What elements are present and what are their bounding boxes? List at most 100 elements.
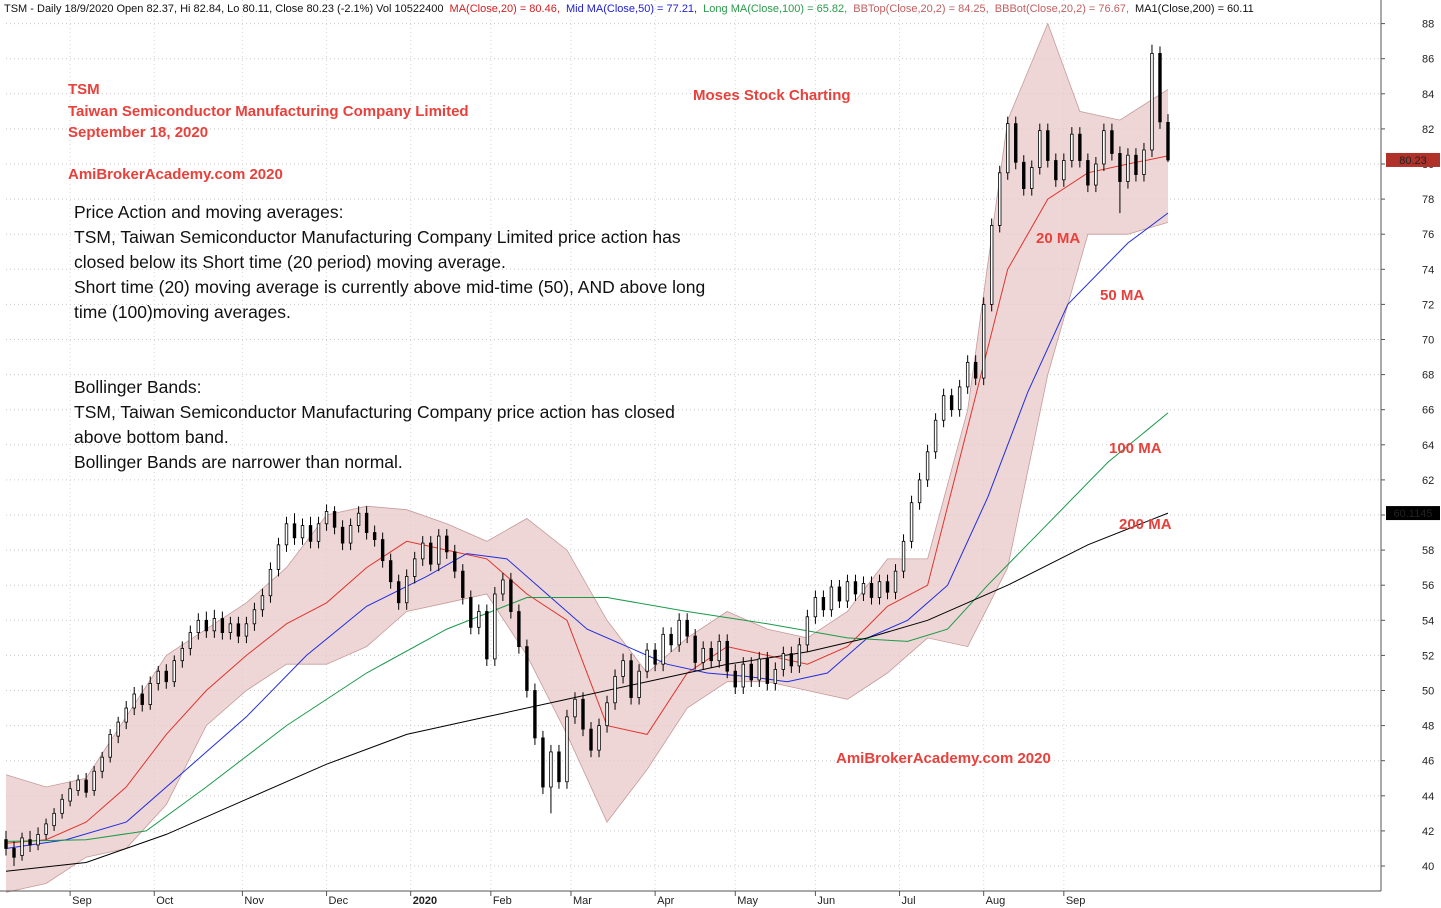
y-tick-label: 86 bbox=[1422, 54, 1434, 66]
y-tick-label: 88 bbox=[1422, 19, 1434, 31]
y-tick-label: 58 bbox=[1422, 545, 1434, 557]
candlestick bbox=[204, 611, 209, 638]
candlestick bbox=[156, 665, 160, 691]
candlestick bbox=[597, 718, 601, 758]
candlestick bbox=[797, 637, 802, 673]
candle-body bbox=[573, 698, 577, 718]
candle-body bbox=[1062, 160, 1066, 181]
candlestick bbox=[845, 574, 850, 609]
candle-body bbox=[853, 581, 858, 595]
candlestick bbox=[621, 653, 625, 684]
candle-body bbox=[180, 647, 185, 662]
candle-body bbox=[733, 670, 737, 688]
candle-body bbox=[108, 733, 112, 758]
candlestick bbox=[300, 518, 305, 545]
candlestick bbox=[557, 744, 561, 789]
annotation-site-bottom: AmiBrokerAcademy.com 2020 bbox=[836, 750, 1051, 767]
candlestick bbox=[485, 604, 489, 666]
candlestick bbox=[869, 576, 874, 605]
candle-body bbox=[845, 581, 850, 602]
candle-body bbox=[445, 535, 449, 553]
candlestick bbox=[781, 646, 786, 677]
candle-body bbox=[340, 526, 345, 544]
x-tick-label: Aug bbox=[986, 895, 1006, 907]
candlestick bbox=[725, 634, 729, 679]
candle-body bbox=[188, 632, 193, 649]
annotation-date: September 18, 2020 bbox=[68, 124, 208, 141]
y-tick-label: 76 bbox=[1422, 229, 1434, 241]
y-tick-label: 42 bbox=[1422, 826, 1434, 838]
candlestick bbox=[677, 613, 681, 652]
candle-body bbox=[981, 303, 986, 379]
candle-body bbox=[893, 570, 898, 593]
candlestick bbox=[276, 537, 281, 577]
candlestick bbox=[757, 651, 761, 687]
candle-body bbox=[244, 623, 249, 637]
candle-body bbox=[132, 693, 136, 709]
candlestick bbox=[1158, 46, 1162, 129]
header-long: Long MA(Close,100) = 65.82, bbox=[703, 3, 847, 15]
candle-body bbox=[709, 647, 713, 662]
price-axis: 4042444648505254565860626466687072747678… bbox=[1380, 0, 1440, 891]
candlestick bbox=[653, 643, 657, 672]
candle-body bbox=[1022, 161, 1026, 189]
candlestick bbox=[629, 653, 633, 705]
candlestick bbox=[172, 655, 176, 687]
candlestick bbox=[236, 616, 241, 644]
candle-body bbox=[837, 586, 842, 602]
candle-body bbox=[813, 597, 818, 618]
candlestick bbox=[837, 579, 842, 609]
y-tick-label: 40 bbox=[1422, 861, 1434, 873]
candlestick bbox=[893, 564, 898, 600]
y-tick-label: 64 bbox=[1422, 440, 1434, 452]
candlestick bbox=[92, 765, 96, 796]
candle-body bbox=[372, 532, 377, 540]
candle-body bbox=[669, 633, 673, 646]
candle-body bbox=[100, 756, 104, 772]
candlestick bbox=[188, 625, 193, 656]
candlestick bbox=[1006, 116, 1010, 180]
candlestick bbox=[1046, 123, 1050, 168]
candle-body bbox=[693, 635, 697, 663]
candle-body bbox=[300, 525, 305, 539]
candlestick bbox=[1086, 153, 1090, 193]
header-ma200: MA1(Close,200) = 60.11 bbox=[1135, 3, 1254, 15]
candlestick bbox=[437, 529, 441, 572]
header-ma20: MA(Close,20) = 80.46, bbox=[450, 3, 560, 15]
candle-body bbox=[228, 623, 233, 633]
candlestick bbox=[413, 551, 417, 584]
note-price-action-title: Price Action and moving averages: bbox=[74, 202, 343, 222]
candlestick bbox=[132, 686, 136, 716]
candle-body bbox=[172, 660, 176, 683]
candle-body bbox=[421, 542, 425, 560]
note-bollinger-line: TSM, Taiwan Semiconductor Manufacturing … bbox=[74, 402, 675, 422]
candlestick bbox=[493, 586, 497, 666]
candle-body bbox=[933, 419, 938, 453]
candlestick bbox=[813, 590, 818, 624]
candlestick bbox=[308, 516, 313, 549]
header-mid: Mid MA(Close,50) = 77.21, bbox=[566, 3, 697, 15]
candlestick bbox=[220, 611, 225, 640]
candle-body bbox=[613, 676, 617, 704]
candlestick bbox=[60, 794, 64, 819]
candlestick bbox=[228, 616, 233, 640]
candlestick bbox=[941, 388, 946, 428]
x-tick-label: Feb bbox=[493, 895, 512, 907]
y-tick-label: 66 bbox=[1422, 405, 1434, 417]
candle-body bbox=[861, 583, 866, 595]
candle-body bbox=[1158, 53, 1162, 123]
note-price-action-line: Short time (20) moving average is curren… bbox=[74, 277, 705, 297]
bollinger-top-line bbox=[5, 22, 1169, 788]
time-axis: Sep Oct Nov Dec 2020 Feb Mar Apr May Jun Jul Aug Sep bbox=[0, 890, 1381, 907]
candlestick bbox=[949, 388, 954, 417]
candle-body bbox=[637, 670, 641, 698]
candle-body bbox=[909, 502, 914, 542]
candle-body bbox=[525, 646, 529, 691]
note-bollinger-title: Bollinger Bands: bbox=[74, 377, 201, 397]
candlestick bbox=[877, 574, 882, 605]
candle-body bbox=[140, 693, 144, 705]
candle-body bbox=[332, 511, 337, 528]
candle-body bbox=[1030, 167, 1034, 189]
candle-body bbox=[324, 511, 329, 525]
